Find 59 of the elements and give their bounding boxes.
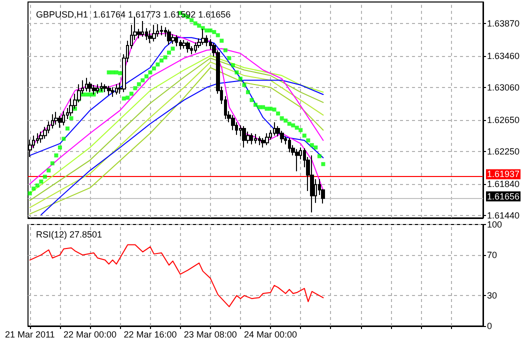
y-tick-label: 100 (487, 220, 502, 230)
x-tick-label: 24 Mar 00:00 (244, 330, 298, 340)
ref-line-label: 1.61937 (487, 169, 520, 180)
candlestick (141, 20, 144, 38)
y-tick-label: 70 (487, 250, 498, 260)
candlestick (85, 77, 88, 92)
candlestick (182, 39, 186, 50)
candlestick (92, 84, 96, 96)
candlestick (175, 34, 178, 47)
candlestick (54, 111, 58, 126)
candlestick (254, 134, 257, 144)
x-tick-label: 23 Mar 08:00 (184, 330, 237, 340)
y-tick-label: 1.63460 (487, 50, 520, 61)
y-tick-label: 1.63060 (487, 82, 520, 92)
candlestick (115, 84, 118, 96)
y-tick-label: 1.62650 (487, 114, 520, 125)
y-tick-label: 1.61840 (487, 178, 520, 189)
candlestick (190, 46, 193, 55)
candlestick (280, 130, 284, 144)
candlestick (171, 34, 175, 44)
candlestick (194, 42, 197, 54)
candlestick (250, 132, 253, 145)
candlestick (69, 98, 73, 116)
y-tick-label: 1.63870 (487, 18, 520, 28)
x-tick-label: 22 Mar 00:00 (64, 330, 117, 340)
x-tick-label: 21 Mar 2011 (4, 330, 55, 340)
candlestick (36, 132, 39, 144)
y-tick-label: 1.61440 (487, 210, 520, 220)
candlestick (107, 85, 111, 96)
candlestick (88, 81, 92, 93)
candlestick (261, 138, 265, 148)
candlestick (160, 25, 163, 36)
y-tick-label: 1.62250 (487, 146, 520, 156)
x-tick-label: 22 Mar 16:00 (124, 330, 177, 340)
candlestick (39, 131, 43, 144)
candlestick (152, 24, 156, 42)
candlestick (179, 39, 182, 50)
candlestick (51, 114, 54, 130)
candlestick (231, 114, 235, 131)
candlestick (201, 28, 205, 46)
candlestick (288, 138, 291, 153)
candlestick (242, 126, 246, 148)
candlestick (103, 84, 107, 93)
candlestick (273, 122, 276, 136)
candlestick (258, 136, 261, 146)
candlestick (167, 29, 171, 46)
candlestick (310, 154, 314, 213)
candlestick (111, 86, 114, 98)
y-tick-label: 30 (487, 290, 498, 301)
candlestick (62, 110, 65, 126)
candlestick (156, 24, 159, 38)
y-tick-label: 0 (487, 321, 492, 331)
candlestick (58, 115, 62, 128)
candlestick (186, 41, 190, 54)
candlestick (295, 148, 299, 172)
text: RSI(12) 27.8501 (36, 230, 102, 240)
ref-line-label: 1.61656 (487, 191, 520, 202)
line-series (29, 244, 324, 308)
candlestick (265, 132, 269, 146)
